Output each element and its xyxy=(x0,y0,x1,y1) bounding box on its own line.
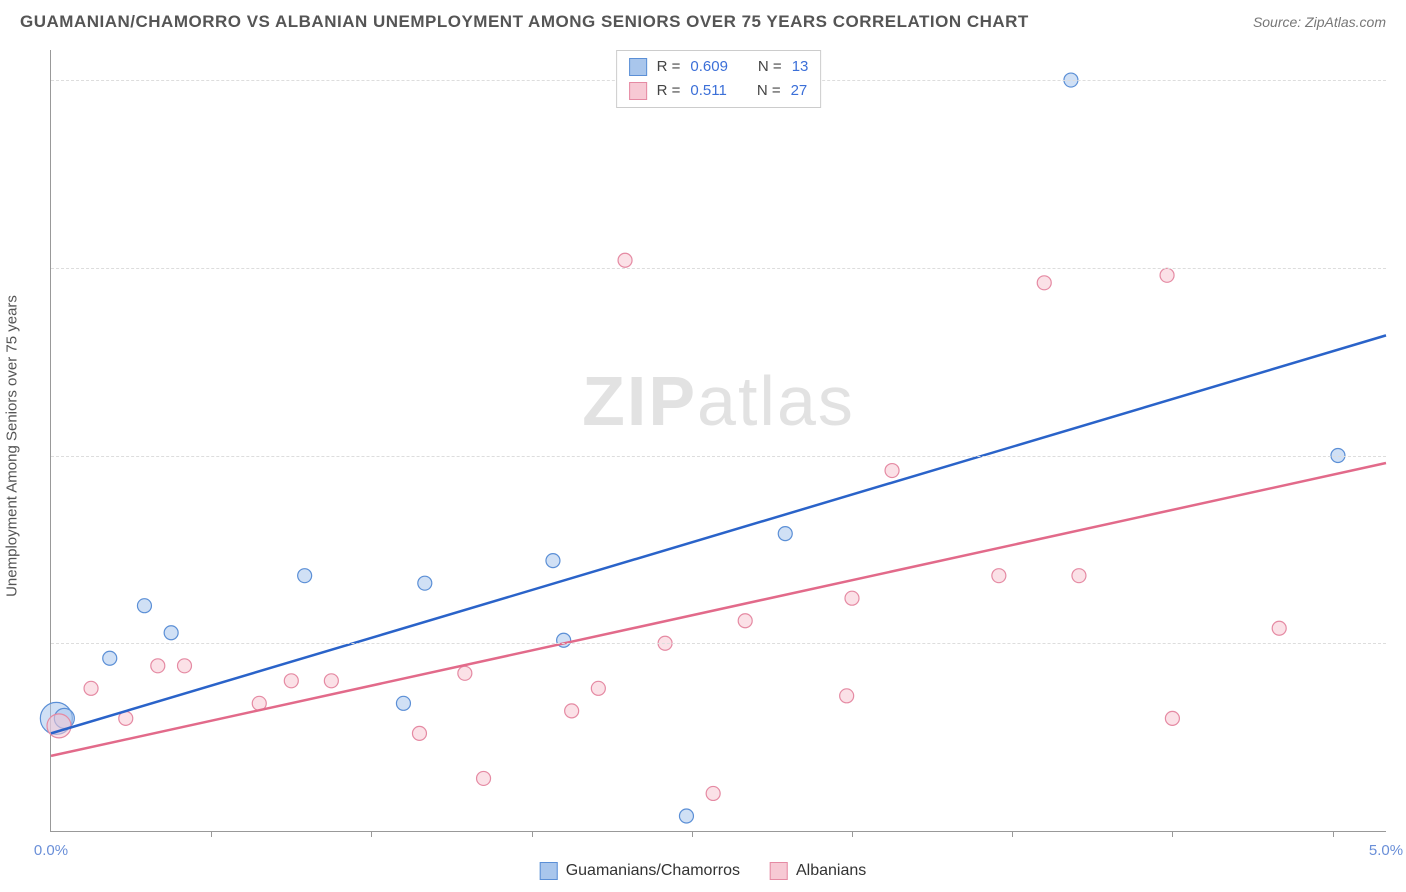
data-point xyxy=(284,674,298,688)
data-point xyxy=(418,576,432,590)
legend-row: R = 0.511 N = 27 xyxy=(629,79,809,103)
x-tick xyxy=(1333,831,1334,837)
correlation-legend: R = 0.609 N = 13 R = 0.511 N = 27 xyxy=(616,50,822,108)
data-point xyxy=(137,599,151,613)
series-legend-item: Guamanians/Chamorros xyxy=(540,862,740,880)
legend-swatch xyxy=(629,82,647,100)
legend-r-label: R = xyxy=(657,79,681,103)
data-point xyxy=(458,666,472,680)
legend-n-value: 27 xyxy=(791,79,808,103)
legend-swatch xyxy=(629,58,647,76)
data-point xyxy=(1037,276,1051,290)
data-point xyxy=(618,253,632,267)
data-point xyxy=(1272,621,1286,635)
data-point xyxy=(546,554,560,568)
data-point xyxy=(845,591,859,605)
x-tick xyxy=(692,831,693,837)
chart-plot-area: ZIPatlas R = 0.609 N = 13 R = 0.511 N = … xyxy=(50,50,1386,832)
data-point xyxy=(778,527,792,541)
data-point xyxy=(298,569,312,583)
x-tick xyxy=(1172,831,1173,837)
data-point xyxy=(151,659,165,673)
data-point xyxy=(178,659,192,673)
x-tick xyxy=(1012,831,1013,837)
data-point xyxy=(412,726,426,740)
data-point xyxy=(396,696,410,710)
y-axis-title: Unemployment Among Seniors over 75 years xyxy=(4,295,21,597)
data-point xyxy=(706,786,720,800)
x-tick xyxy=(852,831,853,837)
data-point xyxy=(47,714,71,738)
data-point xyxy=(164,626,178,640)
data-point xyxy=(885,464,899,478)
x-tick xyxy=(532,831,533,837)
data-point xyxy=(1072,569,1086,583)
scatter-svg xyxy=(51,50,1386,831)
x-min-label: 0.0% xyxy=(34,842,68,859)
legend-swatch xyxy=(770,862,788,880)
legend-row: R = 0.609 N = 13 xyxy=(629,55,809,79)
data-point xyxy=(1165,711,1179,725)
legend-n-label: N = xyxy=(757,79,781,103)
y-tick-label: 37.5% xyxy=(1396,259,1406,276)
legend-r-label: R = xyxy=(657,55,681,79)
x-max-label: 5.0% xyxy=(1369,842,1403,859)
source-label: Source: ZipAtlas.com xyxy=(1253,14,1386,30)
trend-line xyxy=(51,335,1386,733)
trend-line xyxy=(51,463,1386,756)
chart-title: GUAMANIAN/CHAMORRO VS ALBANIAN UNEMPLOYM… xyxy=(20,12,1029,32)
data-point xyxy=(840,689,854,703)
data-point xyxy=(84,681,98,695)
series-legend-label: Guamanians/Chamorros xyxy=(566,862,740,880)
legend-r-value: 0.609 xyxy=(690,55,728,79)
data-point xyxy=(1160,268,1174,282)
series-legend-label: Albanians xyxy=(796,862,866,880)
data-point xyxy=(591,681,605,695)
y-tick-label: 50.0% xyxy=(1396,72,1406,89)
x-tick xyxy=(371,831,372,837)
gridline xyxy=(51,268,1386,269)
y-tick-label: 12.5% xyxy=(1396,635,1406,652)
series-legend-item: Albanians xyxy=(770,862,866,880)
data-point xyxy=(324,674,338,688)
legend-n-value: 13 xyxy=(792,55,809,79)
y-tick-label: 25.0% xyxy=(1396,447,1406,464)
x-tick xyxy=(211,831,212,837)
data-point xyxy=(477,771,491,785)
gridline xyxy=(51,456,1386,457)
legend-n-label: N = xyxy=(758,55,782,79)
data-point xyxy=(738,614,752,628)
legend-r-value: 0.511 xyxy=(690,79,726,103)
series-legend: Guamanians/Chamorros Albanians xyxy=(530,862,877,880)
legend-swatch xyxy=(540,862,558,880)
data-point xyxy=(103,651,117,665)
gridline xyxy=(51,643,1386,644)
data-point xyxy=(565,704,579,718)
data-point xyxy=(992,569,1006,583)
data-point xyxy=(679,809,693,823)
